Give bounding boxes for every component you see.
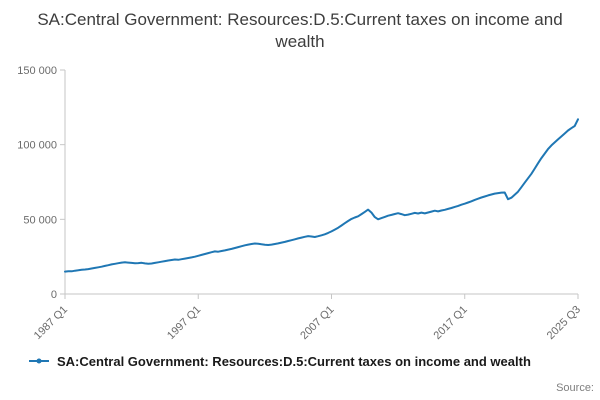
legend-line-marker	[29, 358, 49, 364]
chart-title: SA:Central Government: Resources:D.5:Cur…	[37, 10, 563, 52]
legend-label: SA:Central Government: Resources:D.5:Cur…	[57, 353, 531, 369]
source-label: Source:	[556, 382, 594, 394]
data-series-line	[64, 118, 579, 273]
x-tick-label: 2017 Q1	[432, 304, 470, 342]
x-tick-label: 1997 Q1	[165, 304, 203, 342]
legend: SA:Central Government: Resources:D.5:Cur…	[28, 354, 600, 369]
x-tick-label: 2007 Q1	[298, 304, 336, 342]
y-tick-label: 150 000	[17, 65, 57, 77]
y-tick-label: 50 000	[23, 214, 57, 226]
x-tick-label: 1987 Q1	[32, 304, 70, 342]
y-tick-label: 0	[51, 289, 57, 301]
x-tick-label: 2025 Q3	[545, 304, 583, 342]
line-chart: 0 50 000 100 000 150 000 1987 Q1 1997 Q1 2007 …	[17, 65, 583, 342]
y-tick-label: 100 000	[17, 140, 57, 152]
